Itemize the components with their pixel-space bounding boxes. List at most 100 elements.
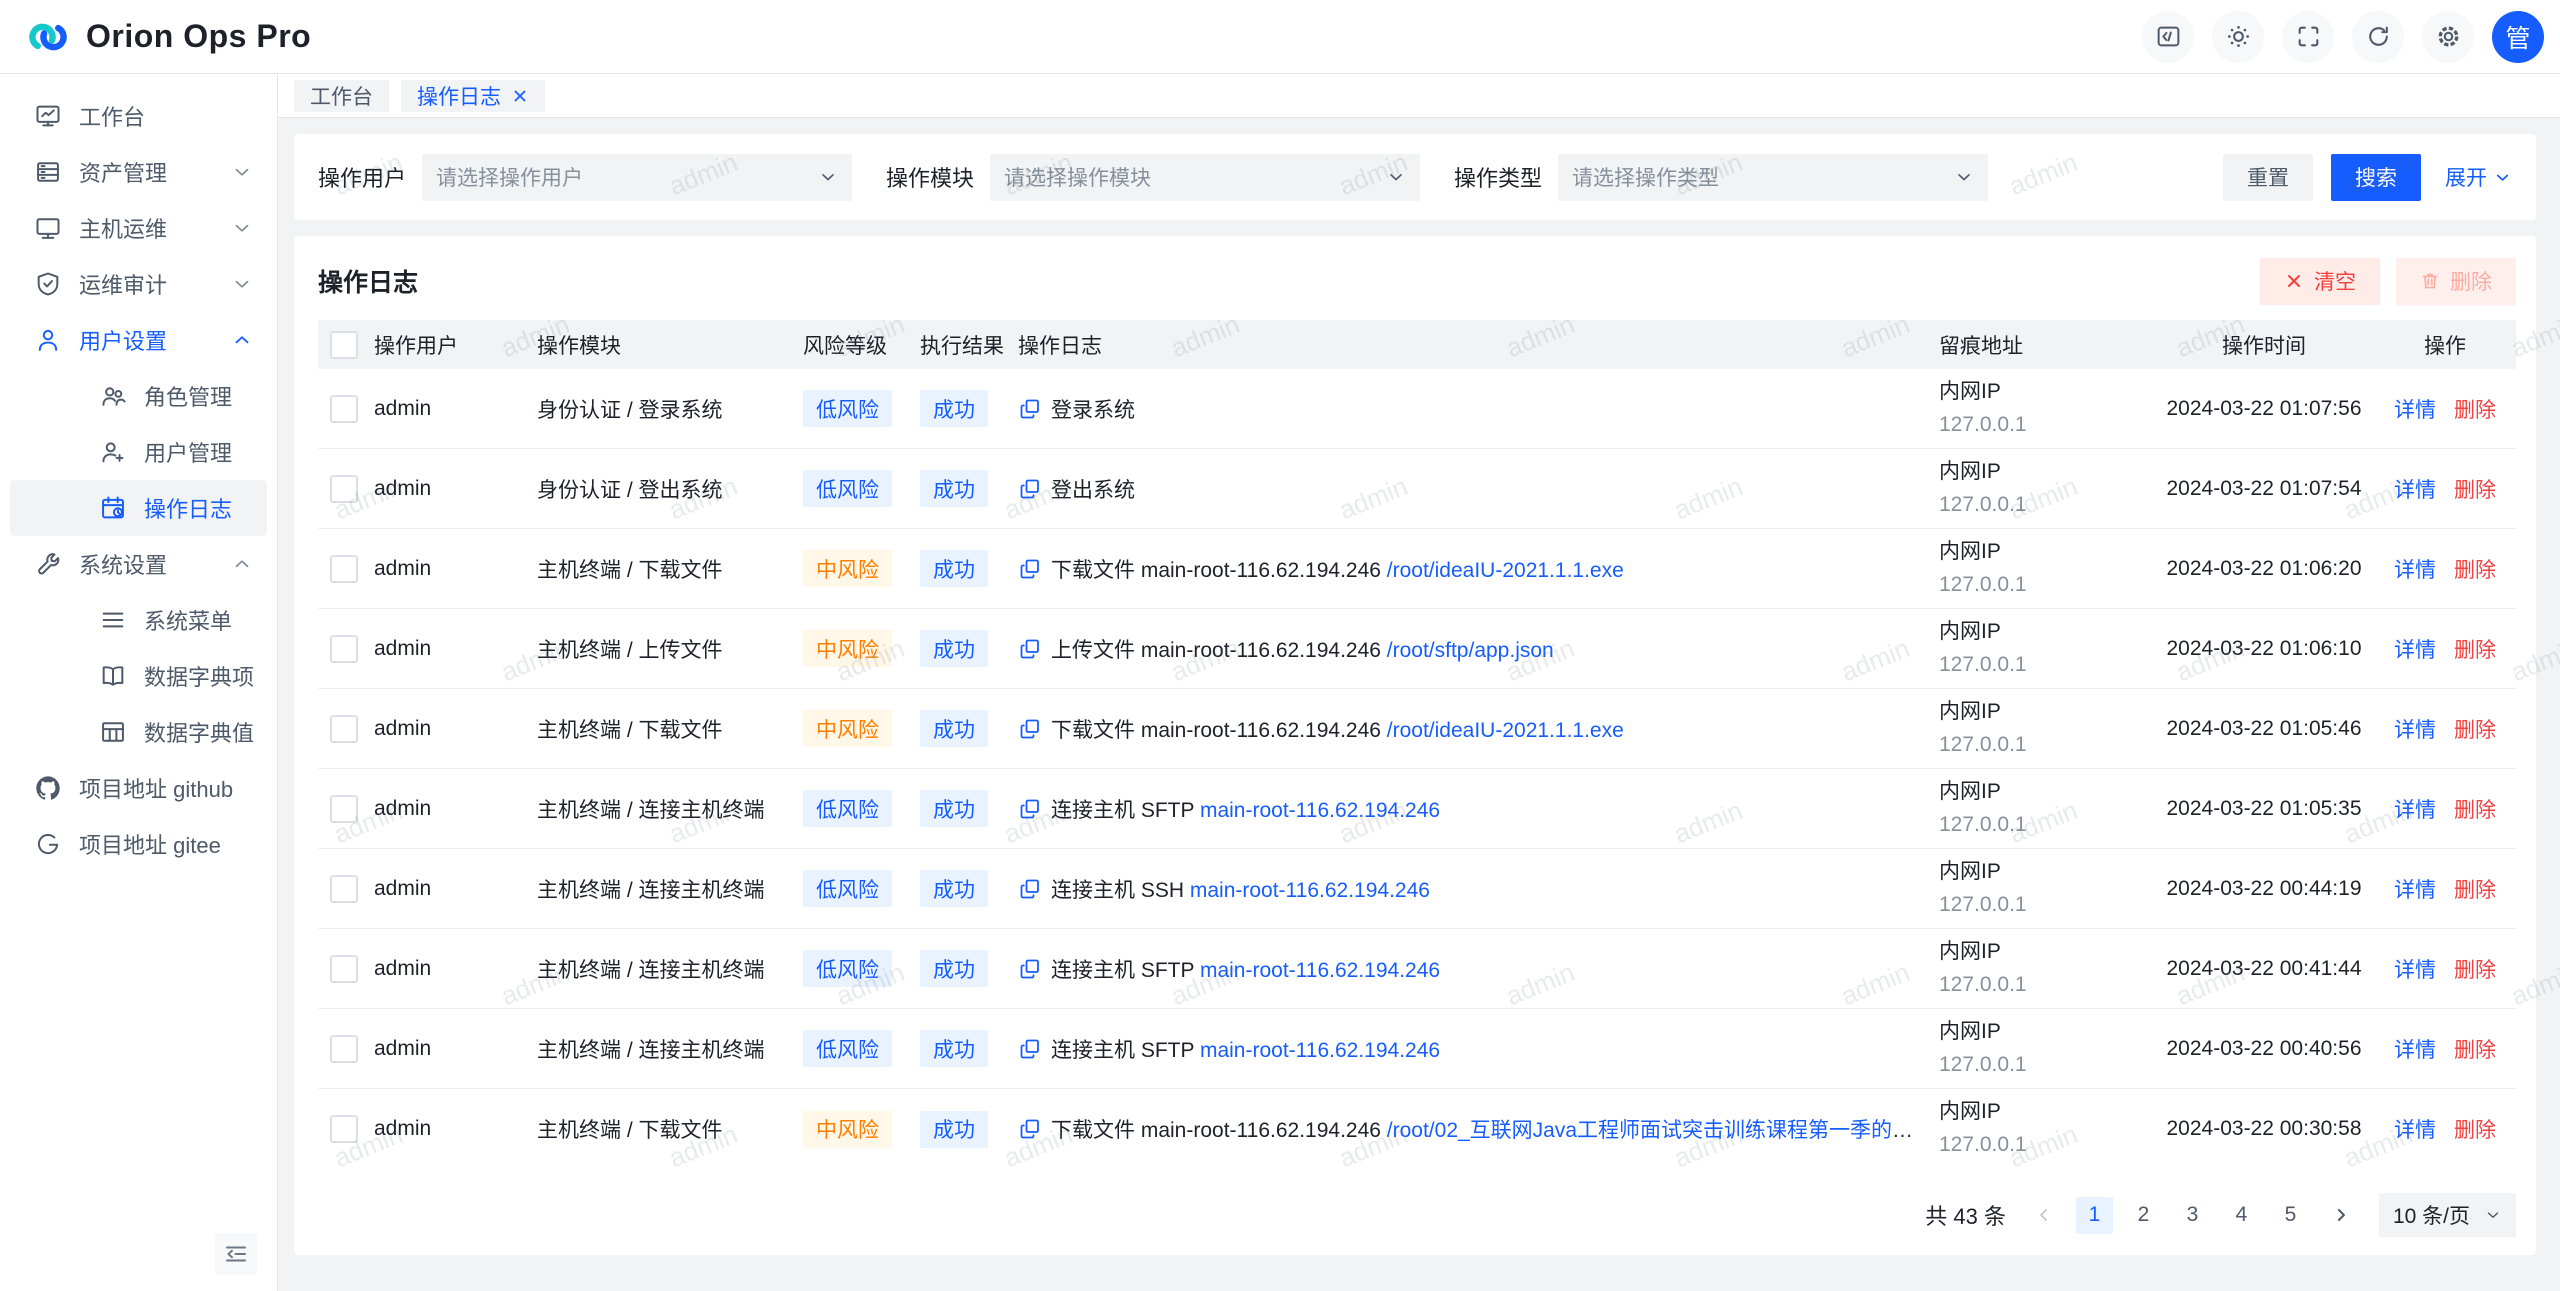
table-row: admin 主机终端 / 下载文件 中风险 成功 下载文件 main-root-… <box>318 1089 2516 1169</box>
copy-icon[interactable] <box>1018 717 1042 741</box>
sidebar-item-role[interactable]: 角色管理 <box>10 368 267 424</box>
gitee-icon <box>33 829 63 859</box>
sidebar-item-op-log[interactable]: 操作日志 <box>10 480 267 536</box>
tab-workbench[interactable]: 工作台 <box>294 79 389 112</box>
log-file-link[interactable]: main-root-116.62.194.246 <box>1199 958 1441 982</box>
page-number-button[interactable]: 1 <box>2075 1196 2113 1234</box>
select-all-checkbox[interactable] <box>330 330 358 359</box>
search-button[interactable]: 搜索 <box>2331 153 2421 201</box>
clear-button[interactable]: 清空 <box>2260 257 2380 305</box>
sidebar-item-wrench[interactable]: 系统设置 <box>10 536 267 592</box>
cell-time: 2024-03-22 01:06:20 <box>2166 556 2362 580</box>
page-number-button[interactable]: 2 <box>2137 1203 2150 1226</box>
delete-link[interactable]: 删除 <box>2454 878 2496 902</box>
row-checkbox[interactable] <box>330 1034 358 1063</box>
copy-icon[interactable] <box>1018 877 1042 901</box>
page-size-select[interactable]: 10 条/页 <box>2378 1193 2516 1237</box>
sidebar-item-workbench[interactable]: 工作台 <box>10 88 267 144</box>
sidebar-item-gitee[interactable]: 项目地址 gitee <box>10 816 267 872</box>
row-checkbox[interactable] <box>330 954 358 983</box>
delete-link[interactable]: 删除 <box>2454 718 2496 742</box>
expand-toggle[interactable]: 展开 <box>2445 162 2512 192</box>
tab-operation-log[interactable]: 操作日志 <box>401 79 545 112</box>
row-checkbox[interactable] <box>330 874 358 903</box>
log-file-link[interactable]: main-root-116.62.194.246 <box>1199 798 1441 822</box>
chevron-icon <box>231 161 253 183</box>
delete-link[interactable]: 删除 <box>2454 558 2496 582</box>
next-page-button[interactable] <box>2323 1197 2359 1233</box>
log-file-link[interactable]: /root/ideaIU-2021.1.1.exe <box>1386 718 1624 742</box>
copy-icon[interactable] <box>1018 477 1042 501</box>
page-number-button[interactable]: 5 <box>2284 1203 2297 1226</box>
refresh-button[interactable] <box>2352 10 2404 63</box>
row-checkbox[interactable] <box>330 554 358 583</box>
page-number-button[interactable]: 4 <box>2235 1203 2248 1226</box>
chevron-icon <box>231 553 253 575</box>
tab-close-icon[interactable] <box>511 87 529 105</box>
cell-result: 成功 <box>920 790 1018 827</box>
operation-module-select[interactable]: 请选择操作模块 <box>990 153 1421 201</box>
sidebar-item-grid[interactable]: 数据字典值 <box>10 704 267 760</box>
detail-link[interactable]: 详情 <box>2394 1038 2436 1062</box>
sidebar-item-audit[interactable]: 运维审计 <box>10 256 267 312</box>
delete-link[interactable]: 删除 <box>2454 478 2496 502</box>
delete-link[interactable]: 删除 <box>2454 1119 2496 1142</box>
sidebar-item-user-add[interactable]: 用户管理 <box>10 424 267 480</box>
operation-type-select[interactable]: 请选择操作类型 <box>1558 153 1989 201</box>
log-file-link[interactable]: /root/02_互联网Java工程师面试突击训练课程第一季的内容说明.zip <box>1386 1119 1929 1142</box>
code-button[interactable] <box>2142 10 2194 63</box>
detail-link[interactable]: 详情 <box>2394 958 2436 982</box>
settings-button[interactable] <box>2422 10 2474 63</box>
prev-page-button[interactable] <box>2026 1197 2062 1233</box>
copy-icon[interactable] <box>1018 397 1042 421</box>
copy-icon[interactable] <box>1018 957 1042 981</box>
sidebar-item-book[interactable]: 数据字典项 <box>10 648 267 704</box>
detail-link[interactable]: 详情 <box>2394 1119 2436 1142</box>
sidebar-item-user[interactable]: 用户设置 <box>10 312 267 368</box>
row-checkbox[interactable] <box>330 794 358 823</box>
sidebar-item-asset[interactable]: 资产管理 <box>10 144 267 200</box>
log-file-link[interactable]: /root/sftp/app.json <box>1386 638 1554 662</box>
log-file-link[interactable]: main-root-116.62.194.246 <box>1189 878 1430 902</box>
page-number-button[interactable]: 3 <box>2186 1203 2199 1226</box>
cell-user: admin <box>374 1117 432 1140</box>
delete-link[interactable]: 删除 <box>2454 398 2496 422</box>
detail-link[interactable]: 详情 <box>2394 718 2436 742</box>
grid-icon <box>98 717 128 747</box>
theme-toggle-button[interactable] <box>2212 10 2264 63</box>
sidebar-item-host[interactable]: 主机运维 <box>10 200 267 256</box>
sidebar-collapse-button[interactable] <box>215 1233 257 1275</box>
delete-link[interactable]: 删除 <box>2454 798 2496 822</box>
delete-link[interactable]: 删除 <box>2454 958 2496 982</box>
user-avatar[interactable]: 管 <box>2492 10 2544 63</box>
row-checkbox[interactable] <box>330 474 358 503</box>
sidebar-item-github[interactable]: 项目地址 github <box>10 760 267 816</box>
detail-link[interactable]: 详情 <box>2394 798 2436 822</box>
detail-link[interactable]: 详情 <box>2394 558 2436 582</box>
reset-button[interactable]: 重置 <box>2223 153 2313 201</box>
sidebar-item-menu-lines[interactable]: 系统菜单 <box>10 592 267 648</box>
row-checkbox[interactable] <box>330 1115 358 1143</box>
detail-link[interactable]: 详情 <box>2394 398 2436 422</box>
copy-icon[interactable] <box>1018 1117 1042 1141</box>
delete-link[interactable]: 删除 <box>2454 638 2496 662</box>
copy-icon[interactable] <box>1018 1037 1042 1061</box>
log-file-link[interactable]: /root/ideaIU-2021.1.1.exe <box>1386 558 1624 582</box>
cell-module: 主机终端 / 下载文件 <box>537 718 723 742</box>
fullscreen-button[interactable] <box>2282 10 2334 63</box>
detail-link[interactable]: 详情 <box>2394 878 2436 902</box>
operation-user-select[interactable]: 请选择操作用户 <box>422 153 853 201</box>
log-file-link[interactable]: main-root-116.62.194.246 <box>1199 1038 1441 1062</box>
copy-icon[interactable] <box>1018 797 1042 821</box>
risk-badge: 低风险 <box>803 1030 892 1067</box>
delete-link[interactable]: 删除 <box>2454 1038 2496 1062</box>
row-checkbox[interactable] <box>330 394 358 423</box>
copy-icon[interactable] <box>1018 557 1042 581</box>
copy-icon[interactable] <box>1018 637 1042 661</box>
row-checkbox[interactable] <box>330 634 358 663</box>
filter-group-type: 操作类型 请选择操作类型 <box>1454 153 1989 201</box>
delete-button[interactable]: 删除 <box>2396 257 2516 305</box>
detail-link[interactable]: 详情 <box>2394 638 2436 662</box>
detail-link[interactable]: 详情 <box>2394 478 2436 502</box>
row-checkbox[interactable] <box>330 714 358 743</box>
